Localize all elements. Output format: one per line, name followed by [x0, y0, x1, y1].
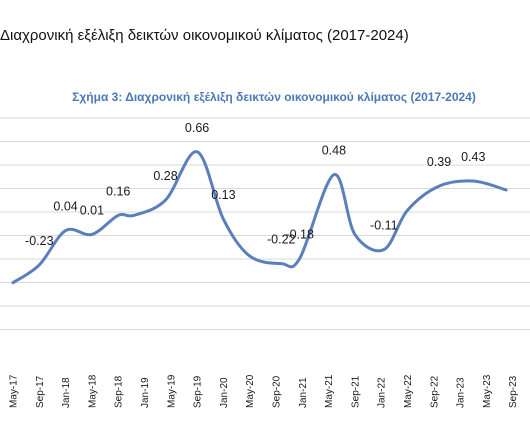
gridlines — [0, 117, 530, 330]
x-tick-label: Jan-21 — [298, 377, 309, 408]
data-label: 0.04 — [53, 200, 77, 214]
chart-title: Σχήμα 3: Διαχρονική εξέλιξη δεικτών οικο… — [72, 90, 476, 104]
x-tick-label: Jan-23 — [456, 377, 467, 408]
series-group — [11, 150, 508, 285]
x-tick-label: May-20 — [245, 374, 256, 408]
x-tick-label: Jan-20 — [219, 377, 230, 408]
x-tick-label: Jan-22 — [377, 377, 388, 408]
data-label: 0.01 — [80, 203, 104, 217]
data-label: 0.39 — [427, 155, 451, 169]
data-labels: -0.23 0.04 0.010.16 0.28 0.66 0.13 -0.22-0.18 0… — [25, 121, 485, 248]
x-tick-label: Sep-18 — [114, 375, 125, 408]
data-label: -0.18 — [285, 228, 314, 242]
x-tick-label: May-22 — [403, 374, 414, 408]
data-label: 0.16 — [106, 184, 130, 198]
x-tick-label: May-23 — [482, 374, 493, 408]
x-tick-label: Sep-23 — [508, 375, 519, 408]
data-label: 0.43 — [461, 150, 485, 164]
data-label: -0.23 — [25, 234, 54, 248]
x-tick-label: May-19 — [166, 374, 177, 408]
data-label: 0.48 — [322, 144, 346, 158]
x-tick-label: May-18 — [87, 374, 98, 408]
series-line — [11, 150, 508, 285]
data-label: 0.28 — [153, 169, 177, 183]
x-tick-label: Sep-20 — [272, 375, 283, 408]
x-tick-label: May-21 — [324, 374, 335, 408]
x-tick-label: Jan-19 — [140, 377, 151, 408]
plot-area — [0, 80, 530, 424]
x-tick-label: May-17 — [9, 374, 20, 408]
data-label: 0.13 — [211, 188, 235, 202]
data-label: 0.66 — [185, 121, 209, 135]
x-tick-label: Sep-17 — [35, 375, 46, 408]
x-tick-label: Sep-19 — [193, 375, 204, 408]
page-title: Διαχρονική εξέλιξη δεικτών οικονομικού κ… — [0, 27, 409, 44]
x-tick-labels: May-17 Sep-17 Jan-18 May-18 Sep-18 Jan-19 May-… — [9, 374, 520, 408]
data-label: -0.11 — [370, 219, 398, 233]
x-tick-label: Sep-21 — [350, 375, 361, 408]
x-tick-label: Sep-22 — [429, 375, 440, 408]
x-tick-label: Jan-18 — [61, 377, 72, 408]
data-label: -0.22 — [267, 233, 296, 247]
